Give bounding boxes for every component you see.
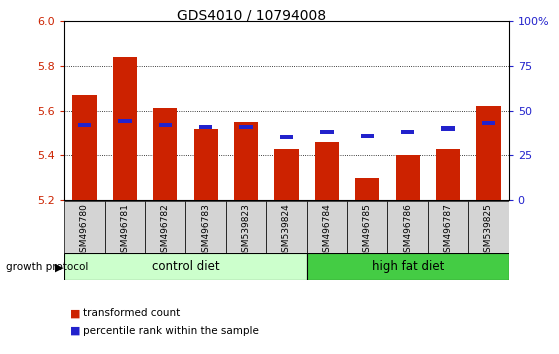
Bar [274,149,299,200]
Bar [64,201,105,253]
Text: transformed count: transformed count [83,308,180,318]
Bar [64,253,307,280]
Text: GSM496785: GSM496785 [363,203,372,258]
Text: GSM496784: GSM496784 [323,203,331,258]
Text: GSM496780: GSM496780 [80,203,89,258]
Bar [315,142,339,200]
Bar [307,253,509,280]
Bar [153,108,177,200]
Bar [428,201,468,253]
Text: control diet: control diet [151,260,219,273]
Bar [347,201,387,253]
Bar [199,125,212,129]
Text: GSM496782: GSM496782 [161,203,170,258]
Bar [468,201,509,253]
Bar [396,155,420,200]
Text: GSM496781: GSM496781 [120,203,129,258]
Text: GSM539823: GSM539823 [241,203,250,258]
Bar [226,201,266,253]
Bar [476,106,501,200]
Bar [355,178,380,200]
Text: GDS4010 / 10794008: GDS4010 / 10794008 [177,9,326,23]
Text: growth protocol: growth protocol [6,262,88,272]
Bar [401,130,414,134]
Text: GSM539824: GSM539824 [282,203,291,258]
Bar [145,201,186,253]
Text: ■: ■ [70,308,80,318]
Bar [113,57,137,200]
Text: GSM496787: GSM496787 [444,203,453,258]
Text: ▶: ▶ [55,262,63,272]
Text: percentile rank within the sample: percentile rank within the sample [83,326,259,336]
Bar [482,121,495,125]
Bar [442,126,455,131]
Text: GSM496786: GSM496786 [403,203,412,258]
Text: GSM496783: GSM496783 [201,203,210,258]
Text: GSM539825: GSM539825 [484,203,493,258]
Bar [239,125,253,129]
Bar [361,134,374,138]
Bar [72,95,97,200]
Bar [118,119,131,123]
Bar [105,201,145,253]
Bar [186,201,226,253]
Bar [234,122,258,200]
Text: ■: ■ [70,326,80,336]
Bar [159,123,172,127]
Bar [266,201,307,253]
Bar [78,123,91,127]
Bar [436,149,460,200]
Bar [387,201,428,253]
Bar [307,201,347,253]
Bar [280,136,293,139]
Bar [193,129,218,200]
Text: high fat diet: high fat diet [372,260,444,273]
Bar [320,130,334,134]
